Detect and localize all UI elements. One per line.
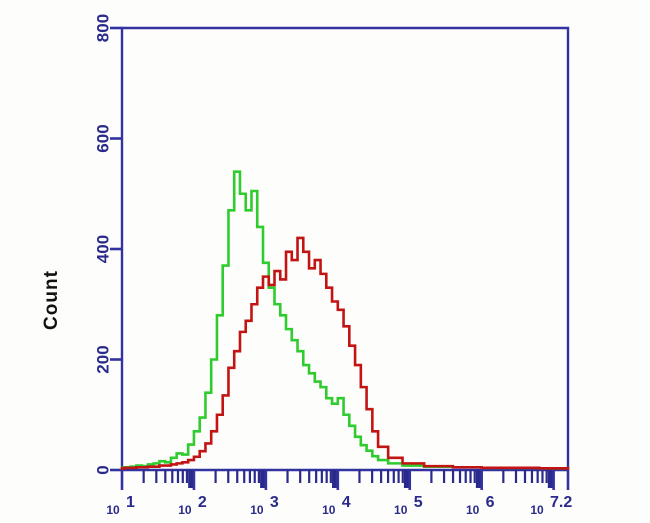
x-tick-label: 10 5 <box>394 494 423 517</box>
svg-text:10: 10 <box>322 503 336 517</box>
svg-text:3: 3 <box>270 494 279 511</box>
x-axis <box>120 468 570 490</box>
x-tick-label: 10 3 <box>250 494 279 517</box>
y-tick-label: 600 <box>93 124 112 152</box>
y-tick-label: 800 <box>93 14 112 42</box>
x-tick-label: 10 1 <box>106 494 135 517</box>
histogram-curves <box>120 170 570 470</box>
y-axis: 0 200 400 600 800 <box>93 14 122 475</box>
x-tick-label: 10 4 <box>322 494 351 517</box>
x-tick-label: 10 7.2 <box>530 494 572 517</box>
series-control-green <box>120 170 570 470</box>
svg-text:6: 6 <box>486 494 495 511</box>
y-tick-label: 400 <box>93 235 112 263</box>
svg-text:10: 10 <box>106 503 120 517</box>
series-sample-red <box>120 236 570 470</box>
svg-text:10: 10 <box>466 503 480 517</box>
svg-text:10: 10 <box>250 503 264 517</box>
x-tick-label: 10 6 <box>466 494 495 517</box>
svg-text:4: 4 <box>342 494 351 511</box>
svg-text:10: 10 <box>178 503 192 517</box>
svg-text:7.2: 7.2 <box>550 494 572 511</box>
svg-text:10: 10 <box>530 503 544 517</box>
svg-text:10: 10 <box>394 503 408 517</box>
svg-text:5: 5 <box>414 494 423 511</box>
x-tick-label: 10 2 <box>178 494 207 517</box>
x-axis-tick-labels: 10 1 10 2 10 3 10 4 10 5 10 6 10 7.2 <box>106 494 572 517</box>
svg-text:1: 1 <box>126 494 135 511</box>
y-tick-label: 200 <box>93 345 112 373</box>
svg-text:2: 2 <box>198 494 207 511</box>
y-axis-title: Count <box>41 270 62 330</box>
y-tick-label: 0 <box>93 465 112 474</box>
